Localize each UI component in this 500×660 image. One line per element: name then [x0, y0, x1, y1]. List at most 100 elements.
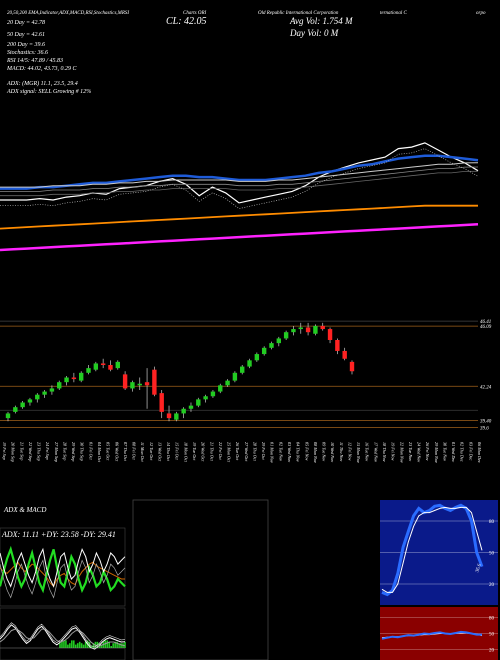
header-company-3: orpo [476, 11, 486, 16]
price-tick-label: 46.09 [480, 325, 492, 330]
candle [203, 394, 208, 403]
date-tick-label: 19 Fri Nov [391, 442, 396, 461]
macd-histogram-bar [69, 643, 71, 648]
date-tick-label: 03 Wed Nov [287, 442, 292, 462]
candle [188, 402, 194, 412]
date-tick-label: 30 Tue Nov [443, 442, 448, 461]
date-tick-label: 16 Tue Nov [365, 442, 370, 461]
macd-histogram-bar [72, 640, 75, 648]
mrsi-panel: 80 50 20 [380, 607, 498, 660]
macd-histogram-bar [76, 643, 79, 648]
mrsi-tick-label: 20 [489, 648, 495, 653]
stoch-readout: Stochastics: 36.6 [7, 50, 48, 56]
macd-signal-line [0, 628, 126, 647]
date-tick-label: 08 Mon Nov [313, 442, 318, 463]
adx-signal-readout: ADX signal: SELL Growing # 12% [6, 89, 91, 95]
candle [86, 365, 91, 375]
date-tick-label: 05 Tue Oct [106, 442, 111, 461]
candle [313, 324, 318, 336]
price-tick-label: 46.41 [480, 320, 491, 325]
date-tick-label: 12 Fri Nov [348, 442, 353, 461]
candle [42, 390, 47, 398]
stoch-tick-label: 80 [489, 520, 495, 525]
date-tick-label: 07 Thu Oct [123, 442, 128, 462]
date-tick-label: 18 Mon Oct [183, 442, 188, 463]
intra-panel-frame [132, 499, 269, 660]
adx-line-aux [0, 559, 126, 599]
date-tick-label: 23 Tue Nov [408, 442, 413, 461]
date-tick-label: 23 Thu Sep [37, 442, 42, 461]
candle [115, 360, 120, 370]
candle [20, 400, 25, 409]
macd-histogram-bar [120, 643, 122, 648]
stochastics-panel: Stochastics & RSI80502036.6 [380, 500, 498, 605]
price-tick-label: 39.6 [480, 427, 489, 432]
candle [130, 380, 135, 392]
date-tick-label: 28 Thu Oct [253, 442, 258, 462]
header-charts: Charts ORI [183, 11, 207, 16]
candle [13, 405, 18, 414]
macd-histogram-bar [114, 641, 116, 648]
date-tick-label: 20 Mon Sep [11, 442, 16, 462]
macd-histogram-bar [84, 641, 87, 648]
date-tick-label: 19 Fri Sep [2, 442, 7, 460]
ema-line-50-day [0, 162, 479, 188]
adx-panel-title: ADX & MACD [3, 506, 46, 514]
date-tick-label: 12 Tue Oct [149, 442, 154, 461]
adx-readout: ADX: (MGR) 11.1, 23.5, 29.4 [6, 80, 78, 87]
date-tick-label: 27 Mon Sep [54, 442, 59, 462]
date-tick-label: 26 Fri Nov [425, 442, 430, 461]
candle [261, 346, 267, 356]
date-tick-label: 11 Thu Nov [339, 442, 344, 461]
stoch-value-label: 36.6 [475, 563, 483, 573]
candle [269, 341, 274, 350]
stoch-d-line [381, 506, 483, 593]
date-tick-label: 06 Wed Oct [114, 442, 119, 462]
candle [174, 411, 179, 422]
date-tick-label: 26 Tue Oct [235, 442, 240, 461]
candle [254, 352, 260, 362]
candle [240, 365, 245, 375]
date-tick-label: 24 Wed Nov [417, 442, 422, 462]
avg-vol-readout: Avg Vol: 1.754 M [289, 16, 353, 26]
candle [5, 411, 11, 422]
candle [320, 322, 325, 331]
macd-line [0, 624, 126, 650]
macd-histogram-bar [116, 641, 118, 648]
macd-histogram-bar [67, 644, 69, 648]
date-tick-label: 24 Fri Sep [45, 442, 50, 460]
date-tick-label: 20 Wed Oct [201, 442, 206, 462]
ema20-readout: 20 Day = 42.78 [7, 19, 45, 26]
macd-histogram-bar [100, 644, 103, 648]
header-company-2: ternational C [380, 11, 407, 16]
candle [291, 325, 296, 336]
candle [35, 393, 40, 403]
candle [327, 327, 333, 344]
candle [108, 360, 113, 372]
date-tick-label: 22 Wed Sep [28, 442, 33, 461]
rsi-line [381, 630, 482, 640]
day-vol-readout: Day Vol: 0 M [289, 28, 339, 38]
candle [349, 360, 355, 375]
candle [196, 397, 201, 408]
adx-macd-panel: ADX & MACD ADX: 11.11 +DY: 23.58 -DY: 29.… [0, 506, 126, 660]
header-line: 20,50,200 EMA,Indicator,ADX,MACD,RSI,Sto… [7, 11, 129, 16]
date-tick-label: 10 Wed Nov [330, 442, 335, 462]
candle [342, 347, 347, 361]
macd-aux-line [0, 622, 126, 648]
mrsi-tick-label: 80 [489, 617, 495, 622]
date-tick-label: 17 Wed Nov [373, 442, 378, 462]
date-tick-label: 13 Wed Oct [158, 442, 163, 462]
candle [159, 390, 164, 419]
ema-line-slow-2 [0, 170, 479, 197]
price-tick-label: 39.40 [480, 420, 492, 425]
date-tick-label: 29 Wed Sep [71, 442, 76, 461]
macd-histogram-bar [110, 646, 113, 648]
ema-panel [0, 142, 479, 252]
macd-readout: MACD: 44.02, 43.73, 0.29 C [6, 65, 77, 72]
macd-histogram-bar [112, 643, 114, 648]
ema-line-ema-magenta [0, 223, 479, 252]
candle [122, 371, 128, 390]
candle [64, 375, 69, 386]
date-tick-label: 27 Wed Oct [244, 442, 249, 462]
